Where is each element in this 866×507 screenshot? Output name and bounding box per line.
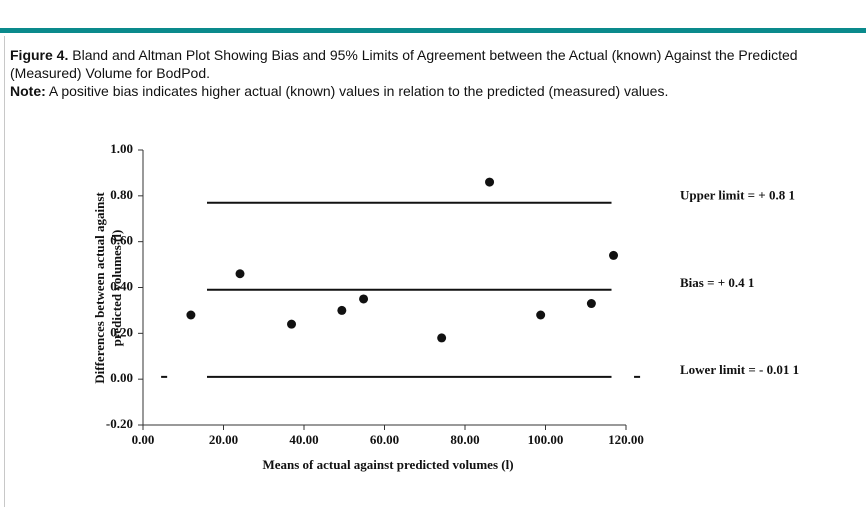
frame-line (4, 36, 5, 507)
annotation: Bias = + 0.4 1 (680, 275, 754, 290)
point (186, 310, 196, 320)
note-text: A positive bias indicates higher actual … (48, 83, 669, 99)
x-axis-title: Means of actual against predicted volume… (262, 457, 513, 472)
x-tick-label: 40.00 (289, 432, 318, 447)
x-tick-label: 80.00 (450, 432, 479, 447)
point (485, 177, 495, 187)
y-tick-label: 1.00 (110, 141, 133, 156)
y-tick-label: 0.60 (110, 233, 133, 248)
point (586, 299, 596, 309)
y-tick-label: 0.80 (110, 187, 133, 202)
x-tick-label: 60.00 (370, 432, 399, 447)
point (235, 269, 245, 279)
point (337, 305, 347, 315)
point (287, 319, 297, 329)
point (536, 310, 546, 320)
y-tick-label: -0.20 (106, 416, 133, 431)
y-axis-title: Differences between actual against (92, 192, 107, 384)
header-bar (0, 28, 866, 33)
point (359, 294, 369, 304)
point (437, 333, 447, 343)
x-tick-label: 0.00 (132, 432, 155, 447)
x-tick-label: 120.00 (608, 432, 644, 447)
y-tick-label: 0.40 (110, 278, 133, 293)
caption-text: Bland and Altman Plot Showing Bias and 9… (10, 47, 798, 81)
annotation: Upper limit = + 0.8 1 (680, 188, 795, 203)
y-axis-title: predicted volumes (l) (109, 230, 124, 347)
caption-label: Figure 4. (10, 47, 69, 63)
point (609, 250, 619, 260)
y-tick-label: 0.20 (110, 324, 133, 339)
note-label: Note: (10, 83, 46, 99)
caption: Figure 4. Bland and Altman Plot Showing … (10, 46, 856, 100)
x-tick-label: 20.00 (209, 432, 238, 447)
x-tick-label: 100.00 (528, 432, 564, 447)
y-tick-label: 0.00 (110, 370, 133, 385)
annotation: Lower limit = - 0.01 1 (680, 362, 799, 377)
